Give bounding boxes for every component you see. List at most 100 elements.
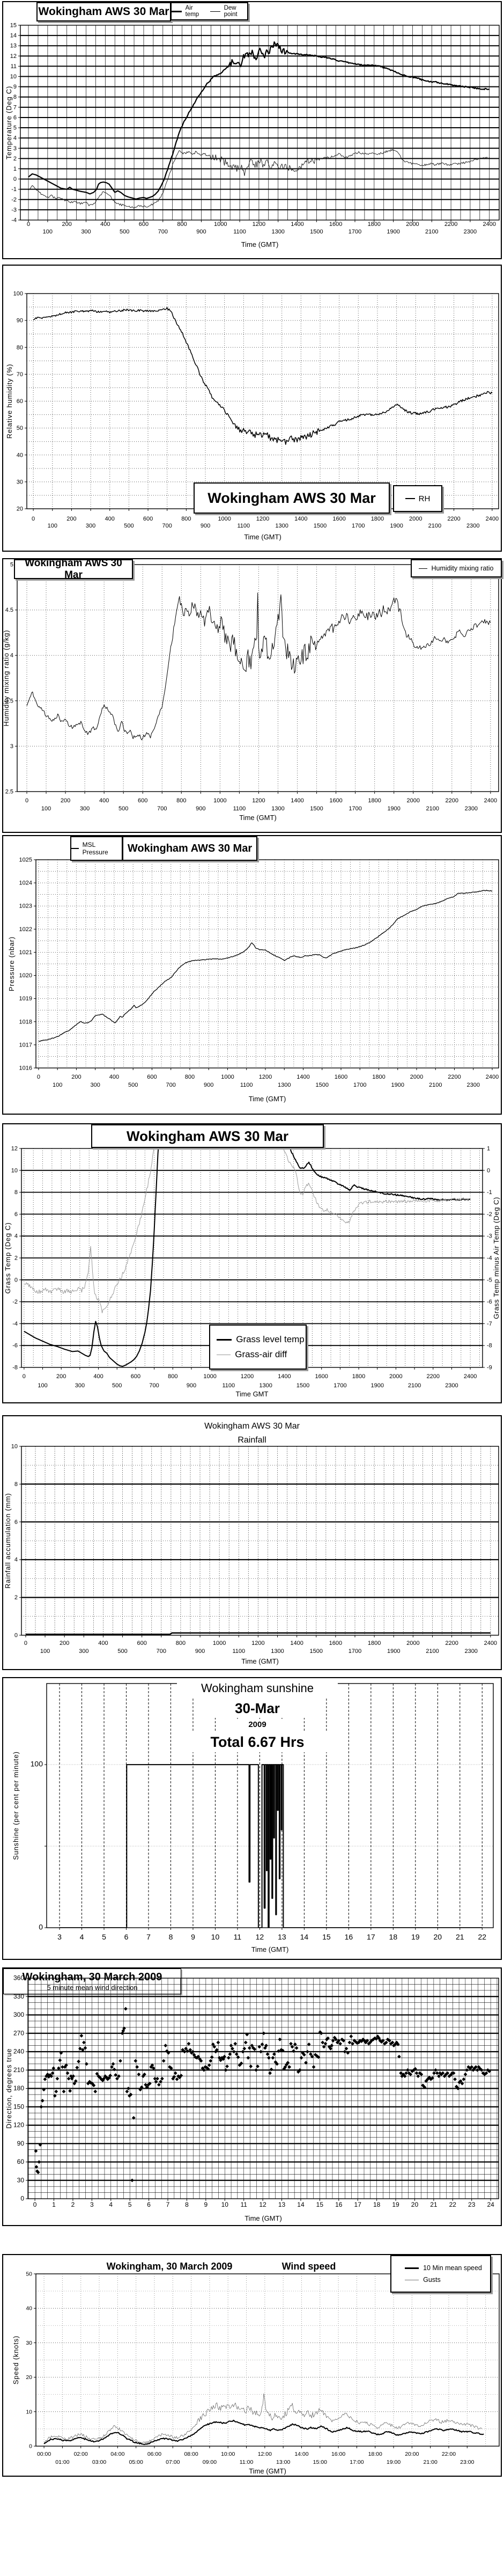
svg-text:Time (GMT): Time (GMT) — [249, 1095, 286, 1103]
temperature-svg: 0100200300400500600700800900100011001200… — [5, 23, 500, 248]
svg-text:2300: 2300 — [466, 523, 479, 529]
svg-text:18: 18 — [389, 1933, 398, 1941]
svg-text:6: 6 — [124, 1933, 129, 1941]
rainfall-rainfall-accumulation-line — [25, 1632, 491, 1635]
svg-text:90: 90 — [17, 318, 23, 324]
relative-humidity-legend: RH — [393, 485, 442, 512]
svg-text:180: 180 — [13, 2084, 24, 2092]
svg-text:-5: -5 — [487, 1277, 492, 1283]
svg-text:1200: 1200 — [252, 797, 265, 804]
svg-text:14: 14 — [297, 2201, 305, 2208]
svg-text:100: 100 — [48, 523, 57, 529]
svg-text:2300: 2300 — [445, 1382, 458, 1389]
wind-speed-gusts-line — [43, 2393, 483, 2444]
svg-text:9: 9 — [204, 2201, 208, 2208]
temperature-air-temp-line — [28, 41, 490, 200]
sunshine-svg: 3 4 5 6 7 8 9 10 11 12 13 14 15 16 17 18 19 20 21 22 0 100 Tim… — [12, 1683, 494, 1953]
svg-text:1400: 1400 — [290, 1640, 303, 1646]
svg-text:12: 12 — [11, 1146, 18, 1152]
svg-text:-3: -3 — [487, 1233, 492, 1240]
relative-humidity-rh-line — [33, 307, 493, 445]
svg-text:00:00: 00:00 — [37, 2451, 51, 2457]
svg-text:1700: 1700 — [352, 523, 365, 529]
svg-text:1500: 1500 — [315, 1082, 328, 1088]
svg-text:7: 7 — [146, 1933, 151, 1941]
svg-text:1024: 1024 — [19, 880, 32, 887]
svg-text:600: 600 — [131, 1373, 140, 1380]
svg-text:500: 500 — [117, 1648, 127, 1655]
svg-text:1300: 1300 — [271, 229, 284, 235]
svg-text:300: 300 — [91, 1082, 100, 1088]
svg-text:4: 4 — [14, 1557, 18, 1563]
svg-text:1100: 1100 — [233, 229, 246, 235]
svg-text:210: 210 — [13, 2066, 24, 2074]
svg-text:500: 500 — [128, 1082, 138, 1088]
msl-pressure-legend: MSL Pressure — [70, 836, 123, 861]
sunshine-chart: 3 4 5 6 7 8 9 10 11 12 13 14 15 16 17 18 19 20 21 22 0 100 Tim… — [3, 1678, 501, 1959]
svg-text:2000: 2000 — [409, 516, 422, 522]
svg-text:360: 360 — [13, 1974, 24, 1982]
svg-text:2200: 2200 — [444, 221, 457, 228]
svg-text:1800: 1800 — [368, 221, 381, 228]
legend-item-dew-point: Dew point — [210, 5, 247, 18]
svg-text:2: 2 — [71, 2201, 75, 2208]
svg-text:-8: -8 — [12, 1365, 18, 1371]
svg-text:17:00: 17:00 — [350, 2459, 364, 2465]
svg-text:1000: 1000 — [218, 516, 231, 522]
svg-text:09:00: 09:00 — [203, 2459, 217, 2465]
svg-text:1900: 1900 — [390, 523, 403, 529]
svg-text:Time (GMT): Time (GMT) — [249, 2467, 286, 2475]
svg-text:100: 100 — [31, 1760, 43, 1768]
svg-text:200: 200 — [60, 1640, 69, 1646]
svg-text:18: 18 — [373, 2201, 381, 2208]
svg-text:13: 13 — [278, 1933, 286, 1941]
wind-direction-chart-title: Wokingham, 30 March 2009 — [22, 1971, 162, 1983]
svg-text:1800: 1800 — [352, 1373, 365, 1380]
svg-text:19:00: 19:00 — [387, 2459, 401, 2465]
svg-text:1000: 1000 — [221, 1074, 234, 1080]
svg-text:06:00: 06:00 — [147, 2451, 161, 2457]
svg-text:1500: 1500 — [297, 1382, 309, 1389]
svg-text:5: 5 — [102, 1933, 106, 1941]
rainfall-panel: 0 100 200 300 400 500 600 700 800 900 1000 1100 1200… — [2, 1415, 502, 1670]
svg-text:0: 0 — [14, 1277, 18, 1283]
svg-text:500: 500 — [112, 1382, 122, 1389]
svg-text:50: 50 — [26, 2271, 32, 2278]
svg-text:100: 100 — [40, 1648, 50, 1655]
svg-text:700: 700 — [158, 229, 168, 235]
svg-text:800: 800 — [185, 1074, 195, 1080]
svg-text:9: 9 — [191, 1933, 195, 1941]
svg-text:2: 2 — [13, 156, 17, 162]
svg-text:8: 8 — [13, 94, 17, 100]
svg-text:Temperature (Deg C): Temperature (Deg C) — [5, 86, 13, 159]
svg-text:600: 600 — [137, 1640, 146, 1646]
svg-text:500: 500 — [124, 523, 134, 529]
humidity-mixing-ratio-chart: 0 100 200 300 400 500 600 700 800 900 1000 1100 1200… — [3, 559, 501, 832]
svg-text:03:00: 03:00 — [92, 2459, 106, 2465]
svg-text:Direction, degrees true: Direction, degrees true — [5, 2048, 13, 2129]
svg-text:500: 500 — [120, 229, 129, 235]
svg-text:1400: 1400 — [291, 221, 303, 228]
svg-text:18:00: 18:00 — [368, 2451, 382, 2457]
svg-text:14:00: 14:00 — [294, 2451, 308, 2457]
msl-pressure-svg: 0 100 200 300 400 500 600 700 800 900 1000 1100 1200… — [8, 857, 499, 1103]
svg-text:0: 0 — [20, 2195, 24, 2202]
svg-text:60: 60 — [17, 2158, 25, 2165]
legend-item-mean-speed: 10 Min mean speed — [405, 2264, 482, 2272]
svg-text:0: 0 — [29, 2443, 32, 2450]
svg-text:15: 15 — [322, 1933, 331, 1941]
svg-text:700: 700 — [149, 1382, 159, 1389]
svg-text:2000: 2000 — [410, 1074, 423, 1080]
dew-point-legend-label: Dew point — [224, 5, 238, 18]
svg-text:16: 16 — [335, 2201, 343, 2208]
svg-text:3: 3 — [57, 1933, 62, 1941]
svg-text:1600: 1600 — [329, 221, 342, 228]
svg-text:2100: 2100 — [428, 523, 441, 529]
svg-text:2: 2 — [14, 1594, 18, 1601]
svg-text:1021: 1021 — [19, 949, 32, 956]
legend-item-air-temp: Air temp — [172, 5, 205, 18]
svg-text:20:00: 20:00 — [405, 2451, 419, 2457]
svg-text:10: 10 — [26, 2409, 32, 2415]
svg-text:1700: 1700 — [349, 806, 361, 812]
wind-speed-10-min-mean-speed-line — [43, 2419, 484, 2445]
